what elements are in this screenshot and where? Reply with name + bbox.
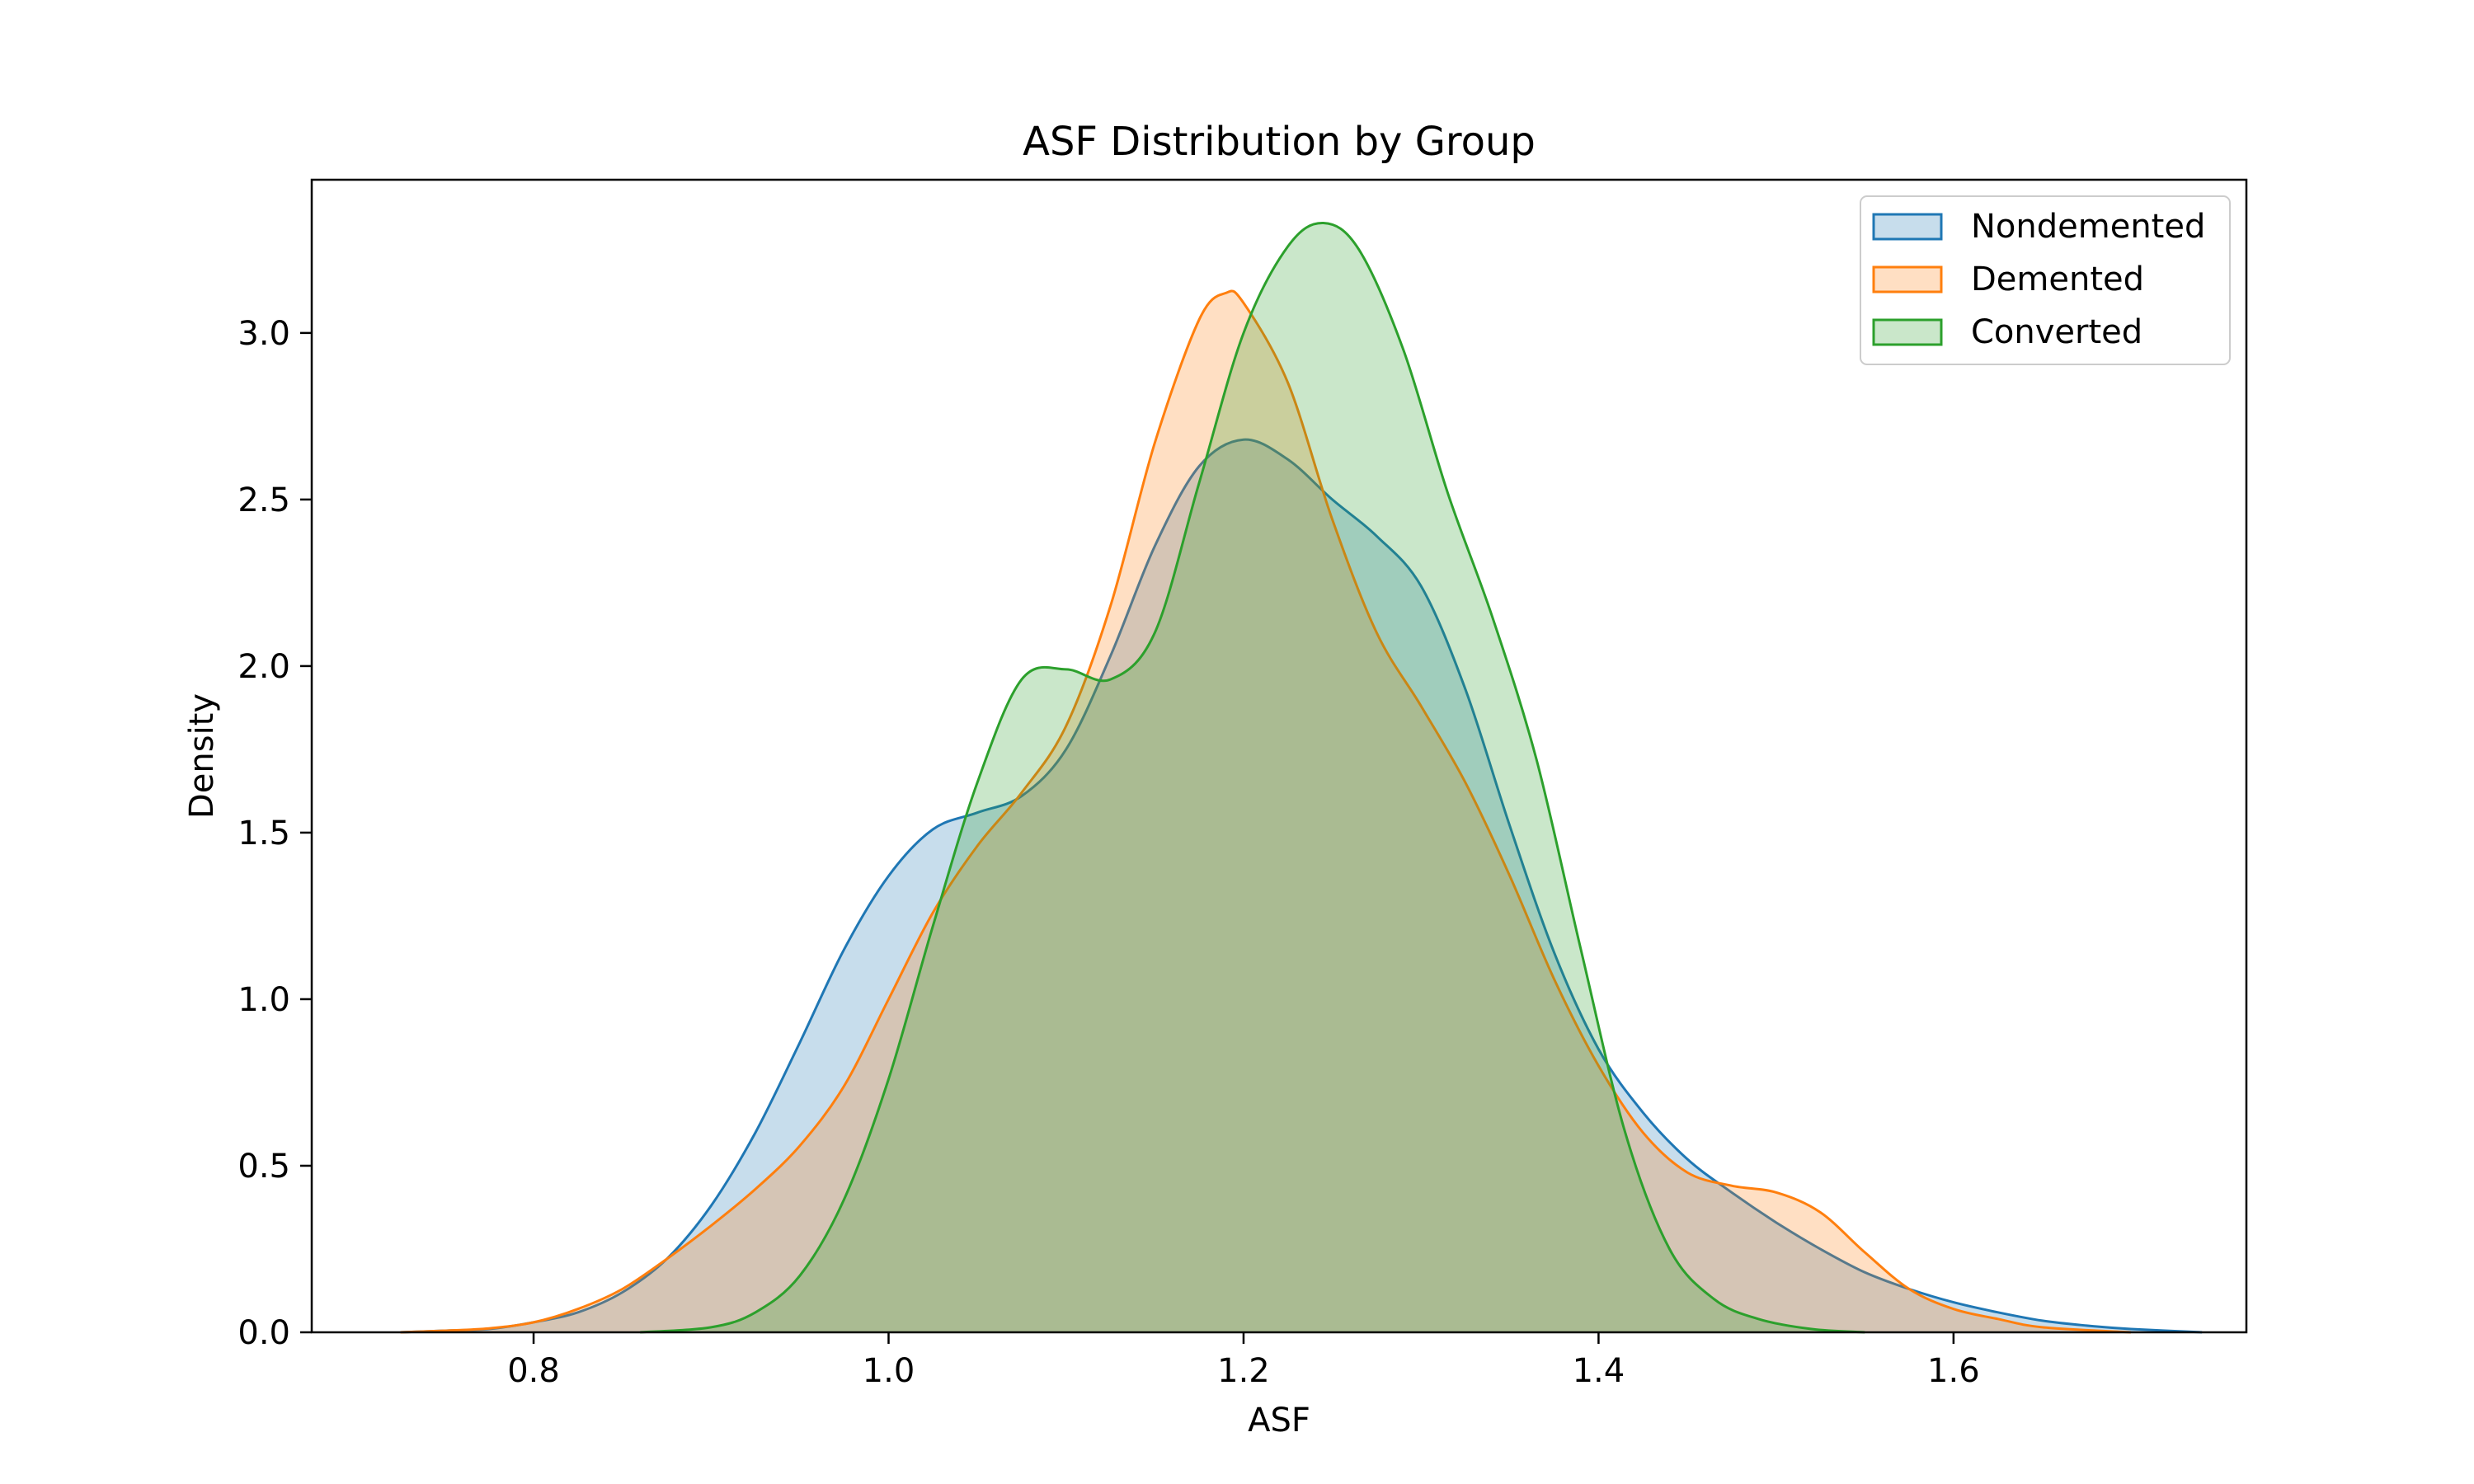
x-tick-label: 1.2 xyxy=(1217,1352,1270,1390)
y-tick-label: 2.0 xyxy=(238,648,290,686)
x-tick-label: 1.0 xyxy=(863,1352,915,1390)
y-tick-label: 0.0 xyxy=(238,1314,290,1352)
legend: Nondemented Demented Converted xyxy=(1860,195,2231,365)
legend-label-converted: Converted xyxy=(1971,313,2142,351)
legend-label-demented: Demented xyxy=(1971,261,2144,298)
chart-title: ASF Distribution by Group xyxy=(1023,119,1536,165)
x-tick-label: 1.6 xyxy=(1927,1352,1980,1390)
series-area-converted xyxy=(640,223,1865,1332)
series-line-converted xyxy=(640,221,1865,1334)
series-line-nondemented xyxy=(400,438,2203,1334)
x-axis: 0.8 1.0 1.2 1.4 1.6 xyxy=(507,1332,1980,1390)
legend-swatch-converted xyxy=(1872,318,1943,346)
series-area-demented xyxy=(400,290,2132,1332)
series-line-demented xyxy=(400,289,2132,1334)
series-area-nondemented xyxy=(400,439,2203,1332)
legend-box xyxy=(1860,195,2231,365)
x-tick-label: 1.4 xyxy=(1573,1352,1625,1390)
legend-swatch-nondemented xyxy=(1872,213,1943,241)
x-tick-label: 0.8 xyxy=(507,1352,560,1390)
plot-frame xyxy=(310,178,2248,1334)
legend-swatch-demented xyxy=(1872,265,1943,294)
y-tick-label: 2.5 xyxy=(238,481,290,519)
y-axis: 0.0 0.5 1.0 1.5 2.0 2.5 3.0 xyxy=(238,315,312,1352)
y-tick-label: 1.5 xyxy=(238,815,290,852)
y-tick-label: 3.0 xyxy=(238,315,290,353)
y-tick-label: 0.5 xyxy=(238,1148,290,1186)
y-tick-label: 1.0 xyxy=(238,981,290,1019)
series-layer xyxy=(400,221,2203,1334)
y-axis-label: Density xyxy=(183,693,221,819)
x-axis-label: ASF xyxy=(1248,1402,1310,1439)
legend-label-nondemented: Nondemented xyxy=(1971,208,2205,246)
